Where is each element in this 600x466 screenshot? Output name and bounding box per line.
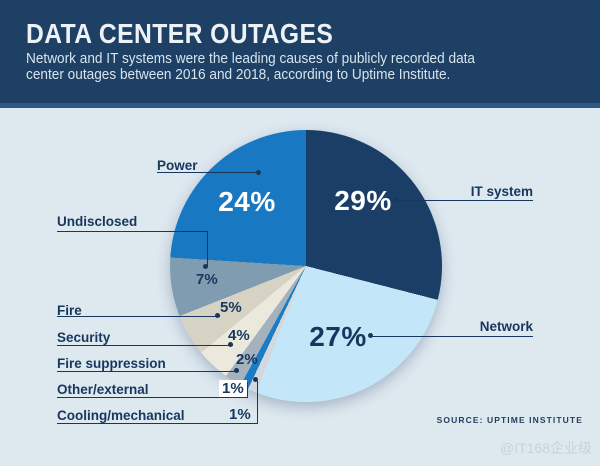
slice-pct-network: 27% [309,321,367,352]
callout-line-fire-suppression [57,371,239,372]
callout-dot-it-system [394,197,399,202]
callout-dot-undisclosed [203,264,208,269]
slice-label-fire-suppression: Fire suppression [57,356,166,371]
slice-label-it-system: IT system [470,184,533,199]
subtitle-line-1: Network and IT systems were the leading … [26,51,476,67]
callout-line-other-external [57,397,248,398]
slice-pct-other-external: 1% [219,380,247,397]
slice-pct-it-system: 29% [334,185,392,216]
header: DATA CENTER OUTAGES Network and IT syste… [0,0,600,108]
callout-dot-fire-suppression [234,368,239,373]
slice-label-security: Security [57,330,111,345]
slice-label-cooling-mechanical: Cooling/mechanical [57,408,185,423]
slice-pct-security: 4% [228,327,250,344]
callout-line-undisclosed-vertical [207,231,208,267]
callout-dot-network [368,333,373,338]
callout-line-security [57,345,233,346]
source-note: SOURCE: UPTIME INSTITUTE [436,415,583,425]
callout-line-undisclosed [57,231,208,232]
slice-pct-cooling-mechanical: 1% [229,406,251,423]
callout-dot-power [256,170,261,175]
callout-line-network [371,336,533,337]
watermark: @IT168企业级 [499,440,592,456]
page-title: DATA CENTER OUTAGES [26,18,334,49]
slice-label-network: Network [479,319,533,334]
callout-line-power [157,172,261,173]
slice-label-undisclosed: Undisclosed [57,214,138,229]
slice-pct-fire-suppression: 2% [236,351,258,368]
callout-line-other-external-vertical [247,385,248,397]
pie-chart [170,130,442,402]
slice-pct-undisclosed: 7% [196,271,218,288]
callout-line-cooling-mechanical-vertical [257,381,258,423]
callout-dot-security [228,342,233,347]
subtitle-line-2: center outages between 2016 and 2018, ac… [26,66,451,83]
callout-line-fire [57,316,220,317]
slice-label-other-external: Other/external [57,382,149,397]
callout-dot-cooling-mechanical [253,377,258,382]
callout-line-it-system [397,200,533,201]
page-subtitle: Network and IT systems were the leading … [26,51,476,83]
slice-label-fire: Fire [57,303,82,318]
slice-pct-power: 24% [218,186,276,217]
slice-label-power: Power [157,158,198,173]
slice-pct-fire: 5% [220,299,242,316]
callout-dot-fire [215,313,220,318]
callout-line-cooling-mechanical [57,423,258,424]
